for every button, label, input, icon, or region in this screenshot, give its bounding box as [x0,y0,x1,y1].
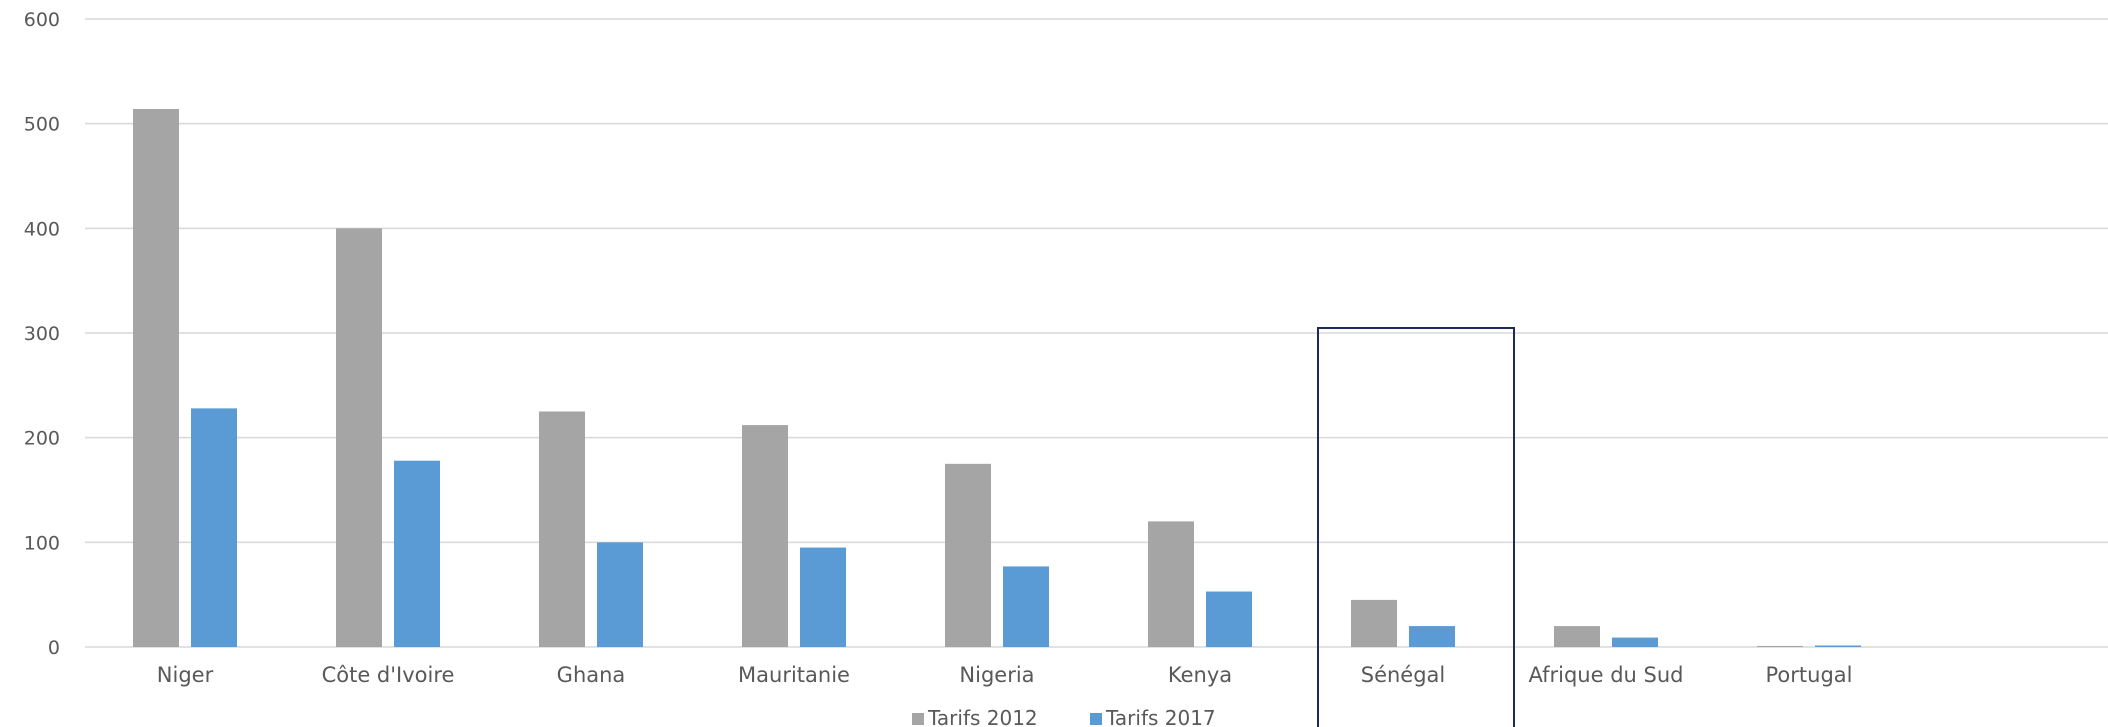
highlight-box [1317,327,1515,727]
y-tick-label: 200 [24,428,60,450]
bar-tarifs-2017-0 [191,408,237,647]
y-tick-label: 300 [24,323,60,345]
bar-tarifs-2017-1 [394,460,440,647]
bar-tarifs-2017-8 [1815,645,1861,647]
x-category-label: Afrique du Sud [1529,663,1684,687]
legend-swatch [1090,713,1102,725]
x-axis-category-labels: Niger Côte d'Ivoire Ghana Mauritanie Nigeria… [157,663,1853,687]
legend-label: Tarifs 2012 [927,706,1038,727]
x-category-label: Kenya [1168,663,1232,687]
bar-tarifs-2012-0 [133,109,179,648]
bar-tarifs-2017-2 [597,542,643,647]
bar-tarifs-2012-8 [1757,645,1803,647]
bar-tarifs-2012-7 [1554,626,1600,647]
x-category-label: Nigeria [959,663,1034,687]
bar-tarifs-2012-3 [742,425,788,647]
bar-tarifs-2012-2 [539,411,585,647]
bars [133,109,1861,648]
bar-tarifs-2017-4 [1003,566,1049,647]
x-category-label: Côte d'Ivoire [322,663,455,687]
gridlines [85,18,2108,648]
bar-tarifs-2012-4 [945,463,991,647]
y-tick-label: 500 [24,114,60,136]
bar-tarifs-2017-5 [1206,591,1252,647]
x-category-label: Ghana [557,663,626,687]
highlight-box-layer [1317,327,1515,727]
legend: Tarifs 2012 Tarifs 2017 [912,706,1216,727]
y-tick-label: 400 [24,218,60,240]
x-category-label: Sénégal [1361,663,1446,687]
bar-tarifs-2017-7 [1612,637,1658,647]
bar-tarifs-2012-5 [1148,521,1194,647]
x-category-label: Mauritanie [738,663,850,687]
y-tick-label: 0 [48,637,60,659]
y-axis-tick-labels: 0 100 200 300 400 500 600 [24,9,60,659]
y-tick-label: 100 [24,532,60,554]
y-tick-label: 600 [24,9,60,31]
legend-swatch [912,713,924,725]
bar-tarifs-2012-1 [336,228,382,648]
x-category-label: Portugal [1766,663,1853,687]
bar-tarifs-2012-6 [1351,599,1397,647]
bar-tarifs-2017-3 [800,547,846,647]
x-category-label: Niger [157,663,214,687]
bar-tarifs-2017-6 [1409,626,1455,647]
legend-label: Tarifs 2017 [1105,706,1216,727]
